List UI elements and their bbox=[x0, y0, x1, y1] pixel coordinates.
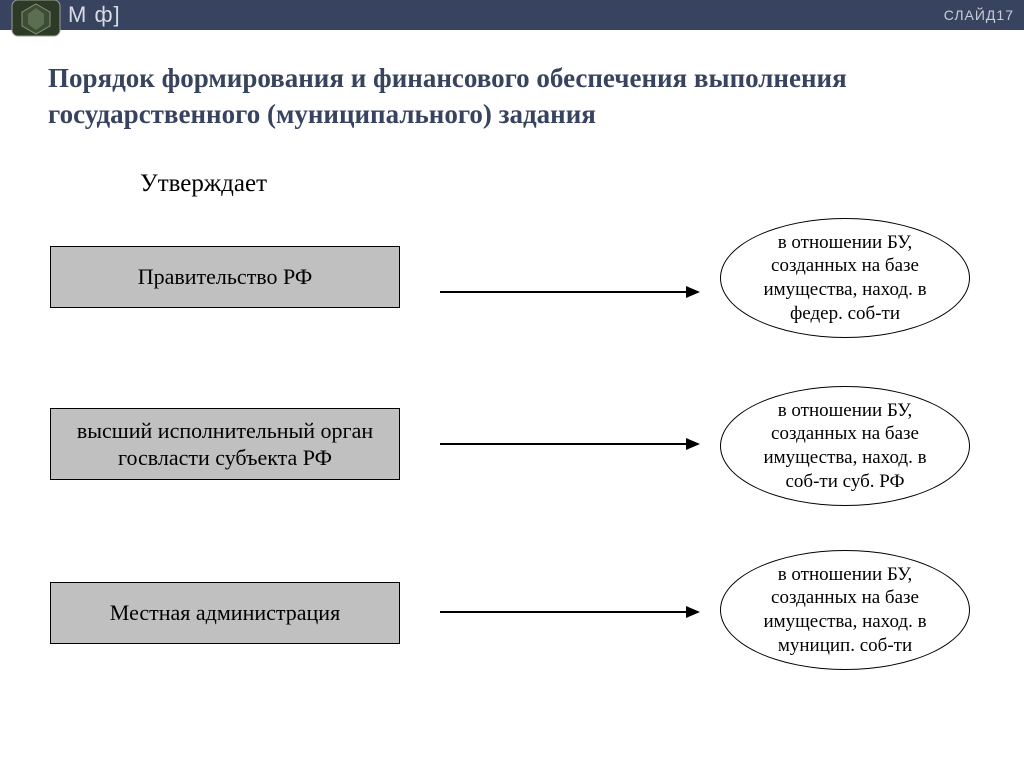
scope-ellipse-label: в отношении БУ, созданных на базе имущес… bbox=[747, 563, 943, 658]
arrow-icon bbox=[440, 434, 700, 454]
authority-box-federal: Правительство РФ bbox=[50, 246, 400, 308]
scope-ellipse-regional: в отношении БУ, созданных на базе имущес… bbox=[720, 386, 970, 506]
authority-box-municipal: Местная администрация bbox=[50, 582, 400, 644]
scope-ellipse-label: в отношении БУ, созданных на базе имущес… bbox=[747, 399, 943, 494]
scope-ellipse-label: в отношении БУ, созданных на базе имущес… bbox=[747, 231, 943, 326]
logo: М ф] bbox=[10, 0, 121, 38]
arrow-icon bbox=[440, 282, 700, 302]
authority-box-regional: высший исполнительный орган госвласти су… bbox=[50, 408, 400, 480]
authority-box-label: Местная администрация bbox=[110, 599, 340, 627]
authority-box-label: высший исполнительный орган госвласти су… bbox=[61, 417, 389, 472]
top-bar: М ф] СЛАЙД17 bbox=[0, 0, 1024, 30]
scope-ellipse-federal: в отношении БУ, созданных на базе имущес… bbox=[720, 218, 970, 338]
slide-number: СЛАЙД17 bbox=[944, 7, 1014, 23]
authority-box-label: Правительство РФ bbox=[138, 263, 313, 291]
slide-title: Порядок формирования и финансового обесп… bbox=[48, 60, 948, 133]
emblem-icon bbox=[10, 0, 62, 38]
arrow-icon bbox=[440, 602, 700, 622]
subheader-label: Утверждает bbox=[140, 170, 267, 198]
scope-ellipse-municipal: в отношении БУ, созданных на базе имущес… bbox=[720, 550, 970, 670]
logo-text: М ф] bbox=[68, 2, 121, 28]
